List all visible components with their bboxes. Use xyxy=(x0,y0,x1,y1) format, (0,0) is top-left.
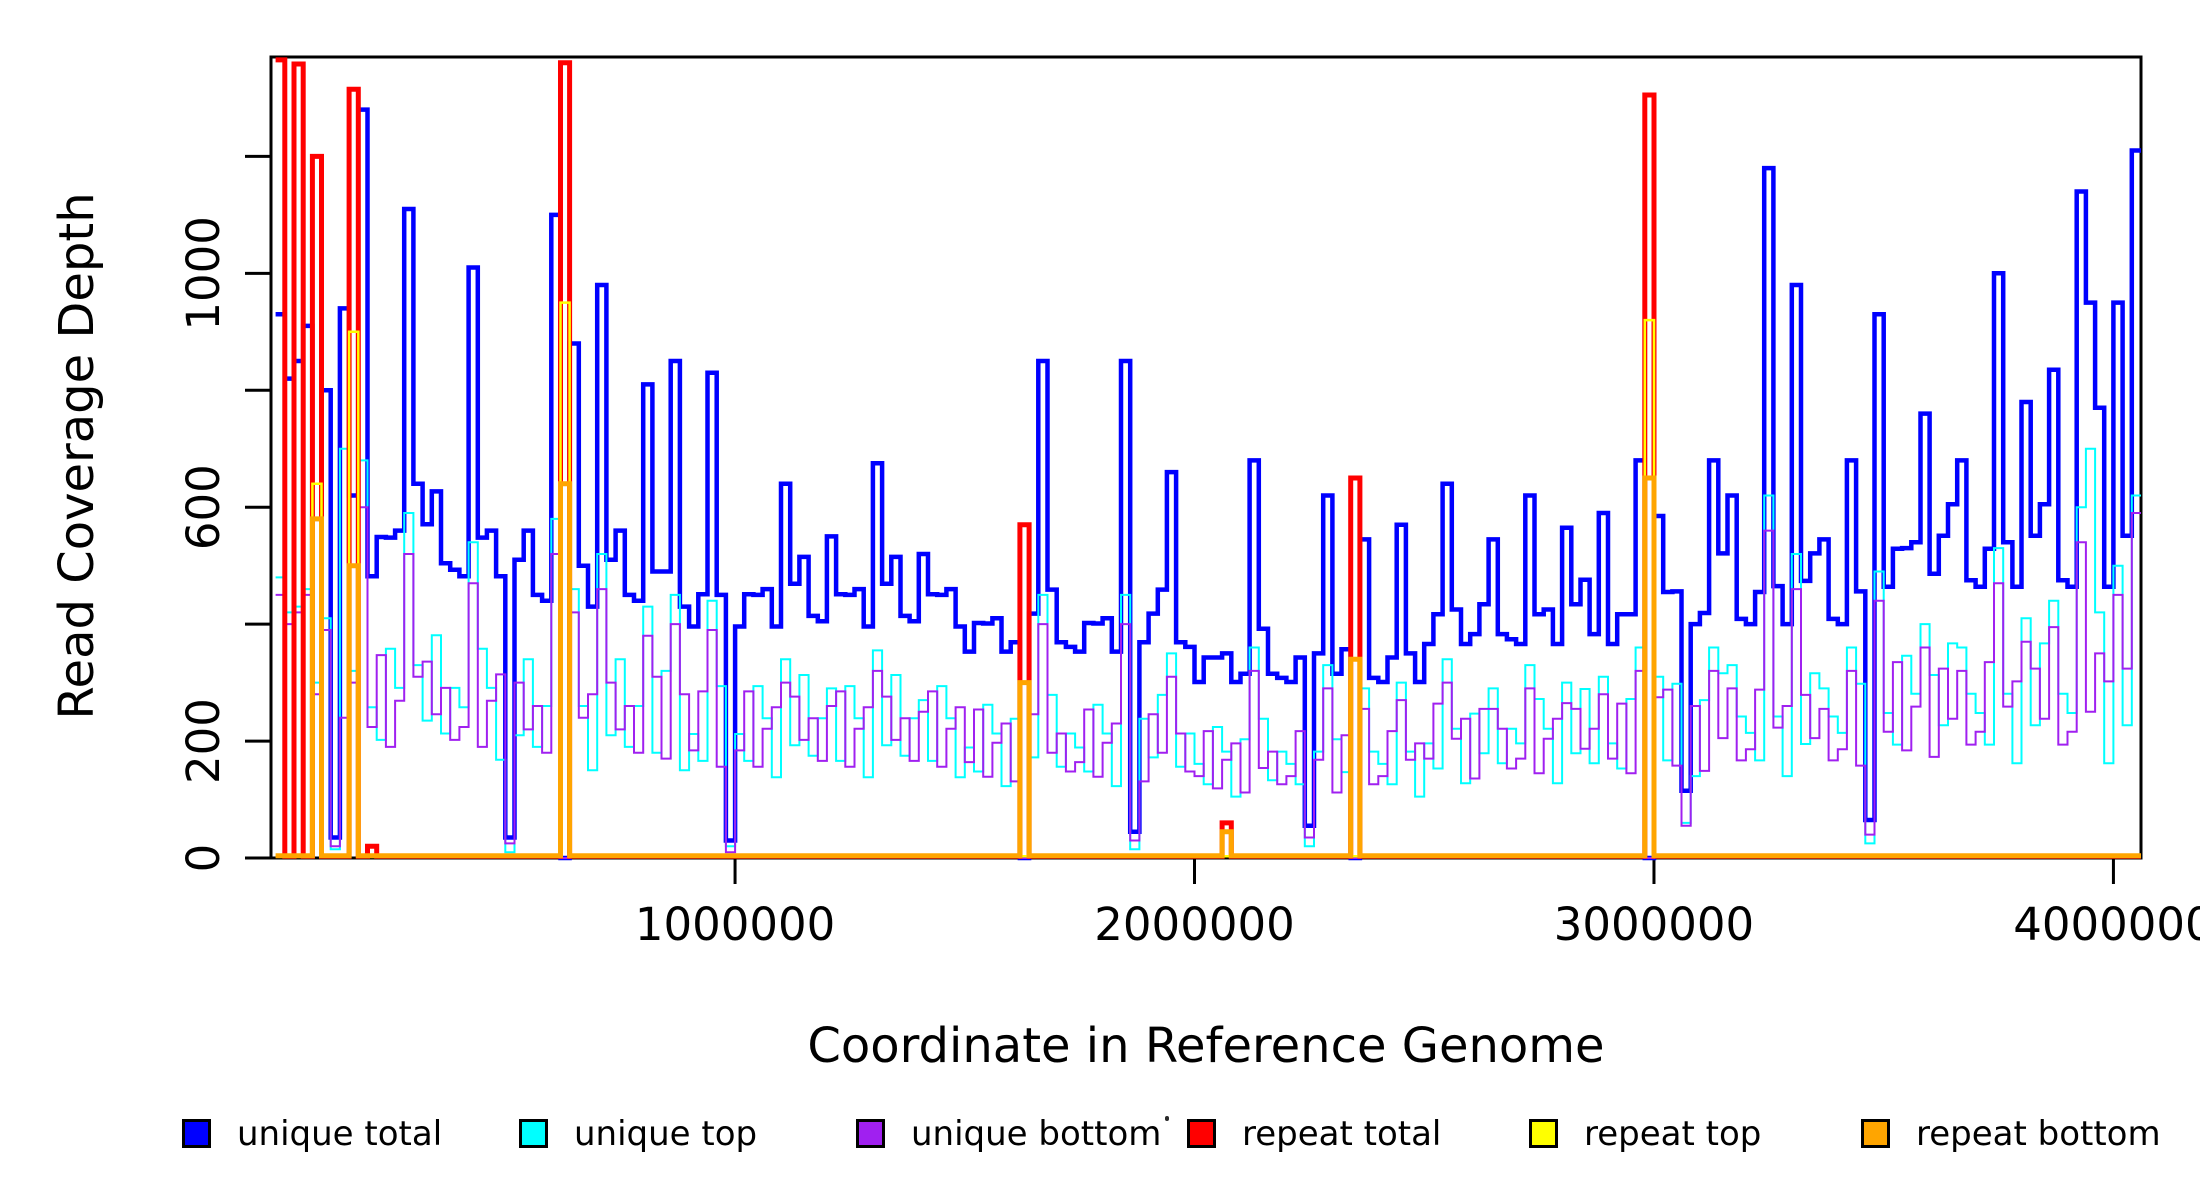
series-unique-bottom xyxy=(275,506,2141,859)
unique-bottom-swatch-icon xyxy=(856,1119,885,1148)
y-tick-label: 200 xyxy=(177,698,230,784)
legend-label: repeat total xyxy=(1242,1114,1442,1154)
legend-label: unique bottom xyxy=(911,1114,1162,1154)
x-tick-label: 4000000 xyxy=(2013,898,2200,951)
legend: unique total unique top unique bottom re… xyxy=(0,1105,2200,1165)
series-repeat-top xyxy=(275,301,2141,858)
y-tick-label: 0 xyxy=(177,844,230,873)
repeat-bottom-swatch-icon xyxy=(1861,1119,1890,1148)
x-tick-label: 1000000 xyxy=(635,898,835,951)
y-tick-label: 1000 xyxy=(177,216,230,331)
series-repeat-total xyxy=(275,57,2141,859)
x-axis-title: Coordinate in Reference Genome xyxy=(807,1018,1605,1074)
legend-label: unique top xyxy=(574,1114,758,1154)
series-repeat-bottom xyxy=(275,475,2141,859)
repeat-top-swatch-icon xyxy=(1529,1119,1558,1148)
series-unique-total xyxy=(275,107,2141,861)
legend-label: repeat top xyxy=(1584,1114,1762,1154)
legend-label: repeat bottom xyxy=(1916,1114,2161,1154)
x-tick-label: 2000000 xyxy=(1094,898,1294,951)
unique-total-swatch-icon xyxy=(182,1119,211,1148)
y-axis-title: Read Coverage Depth xyxy=(49,192,105,720)
y-tick-label: 600 xyxy=(177,464,230,550)
legend-label: unique total xyxy=(237,1114,443,1154)
repeat-total-swatch-icon xyxy=(1187,1119,1216,1148)
series-unique-top xyxy=(275,447,2141,859)
stray-mark xyxy=(1165,1116,1169,1121)
unique-top-swatch-icon xyxy=(519,1119,548,1148)
x-tick-label: 3000000 xyxy=(1554,898,1754,951)
